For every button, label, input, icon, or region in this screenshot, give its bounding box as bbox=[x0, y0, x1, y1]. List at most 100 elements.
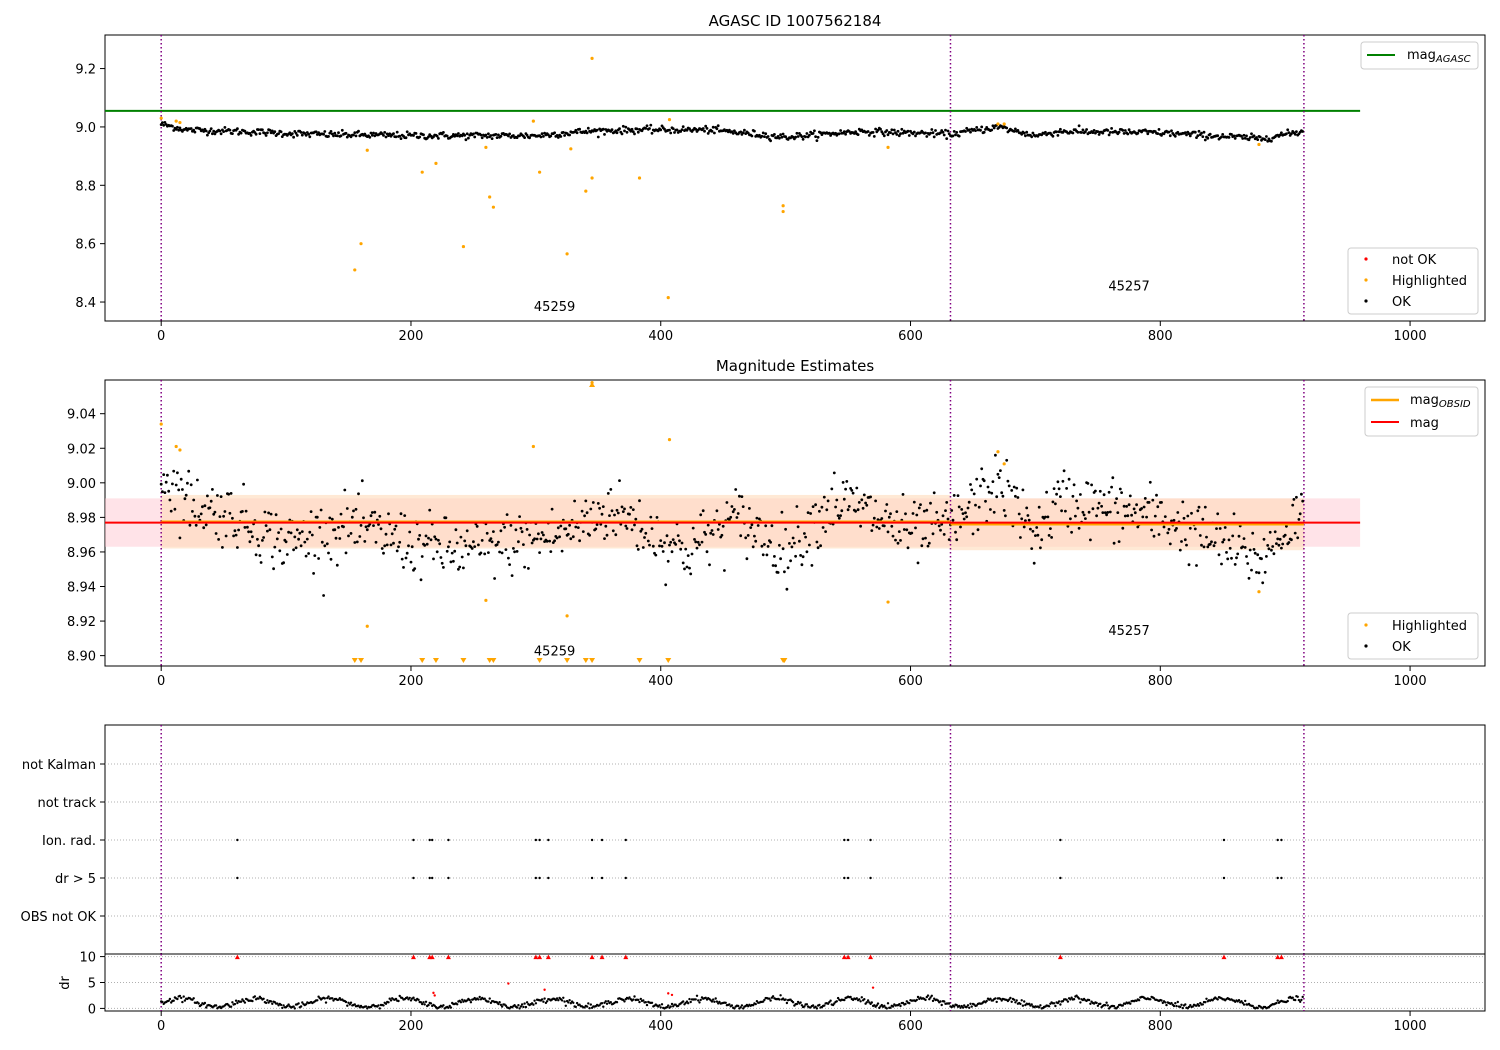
ok-point bbox=[172, 129, 176, 132]
dr-ok-point bbox=[517, 1004, 520, 1007]
ok-point bbox=[1127, 128, 1131, 132]
ok-point bbox=[1201, 517, 1205, 521]
ok-point bbox=[822, 495, 826, 499]
dr-ok-point bbox=[870, 1001, 873, 1004]
dr-ok-point bbox=[1121, 1004, 1125, 1007]
ok-point bbox=[374, 540, 378, 544]
ok-point bbox=[308, 135, 312, 139]
ok-point bbox=[1242, 133, 1246, 137]
ok-point bbox=[693, 538, 696, 541]
ok-point bbox=[890, 128, 894, 132]
ok-point bbox=[618, 479, 621, 482]
ok-point bbox=[1077, 526, 1081, 530]
dr-ok-point bbox=[406, 996, 409, 999]
ok-point bbox=[480, 539, 484, 542]
ok-point bbox=[1071, 494, 1075, 498]
ok-point bbox=[1155, 493, 1158, 497]
ok-point bbox=[1263, 570, 1267, 574]
dr-ok-point bbox=[714, 997, 717, 1000]
ok-point bbox=[840, 509, 844, 513]
y-tick-label: 8.4 bbox=[75, 296, 96, 311]
ok-point bbox=[325, 542, 329, 546]
ok-point bbox=[690, 552, 694, 556]
ok-point bbox=[711, 533, 715, 536]
ok-point bbox=[242, 482, 246, 486]
ok-point bbox=[419, 578, 423, 582]
ok-point bbox=[237, 528, 241, 532]
clipped-low-marker bbox=[460, 658, 467, 663]
dr-ok-point bbox=[323, 997, 326, 1000]
ok-point bbox=[202, 526, 206, 530]
dr-ok-point bbox=[483, 997, 486, 1000]
ok-point bbox=[1101, 511, 1105, 514]
ok-point bbox=[216, 494, 219, 497]
ok-point bbox=[181, 488, 184, 491]
ok-point bbox=[1044, 515, 1047, 519]
ok-point bbox=[819, 544, 822, 548]
dr-ok-point bbox=[898, 1003, 901, 1006]
ok-point bbox=[906, 546, 910, 550]
ok-point bbox=[669, 540, 673, 544]
dr-ok-point bbox=[604, 1000, 607, 1003]
dr-ok-point bbox=[784, 998, 787, 1001]
ok-point bbox=[1123, 514, 1127, 518]
ok-point bbox=[1120, 491, 1123, 494]
dr-not-ok-clipped-marker bbox=[533, 954, 539, 960]
ok-point bbox=[388, 132, 392, 136]
dr-ok-point bbox=[1276, 999, 1279, 1002]
ok-point bbox=[485, 136, 489, 139]
ok-point bbox=[349, 532, 353, 535]
legend-swatch-ok bbox=[1364, 299, 1368, 303]
ok-point bbox=[1221, 540, 1225, 544]
ok-point bbox=[811, 505, 815, 508]
ok-point bbox=[794, 554, 797, 558]
dr-ok-point bbox=[966, 1004, 970, 1007]
ok-point bbox=[399, 512, 403, 516]
clipped-low-marker bbox=[536, 658, 543, 663]
ok-point bbox=[778, 136, 781, 140]
dr-ok-point bbox=[1256, 1006, 1259, 1010]
ok-point bbox=[432, 557, 435, 561]
dr-ok-point bbox=[349, 1001, 353, 1004]
ok-point bbox=[425, 542, 429, 546]
ok-point bbox=[950, 509, 954, 512]
flag-point bbox=[412, 876, 415, 880]
ok-point bbox=[904, 512, 907, 516]
ok-point bbox=[1263, 138, 1267, 142]
dr-ok-point bbox=[524, 1005, 528, 1009]
ok-point bbox=[686, 554, 690, 557]
legend-box bbox=[1347, 612, 1479, 660]
dr-ok-point bbox=[1104, 1004, 1107, 1007]
ok-point bbox=[320, 540, 324, 544]
ok-point bbox=[423, 544, 427, 547]
ok-point bbox=[780, 510, 784, 514]
ok-point bbox=[382, 551, 385, 555]
ok-point bbox=[1108, 131, 1112, 134]
dr-ok-point bbox=[489, 1001, 493, 1005]
ok-point bbox=[816, 546, 820, 550]
ok-point bbox=[1118, 487, 1122, 491]
ok-point bbox=[345, 135, 349, 139]
dr-ok-point bbox=[281, 1006, 284, 1010]
ok-point bbox=[994, 453, 997, 457]
ok-point bbox=[357, 129, 360, 133]
ok-point bbox=[1180, 540, 1183, 543]
ok-point bbox=[464, 138, 468, 142]
ok-point bbox=[900, 127, 904, 131]
ok-point bbox=[769, 540, 772, 544]
ok-point bbox=[944, 128, 947, 132]
ok-point bbox=[760, 544, 764, 548]
ok-point bbox=[837, 132, 841, 136]
dr-not-ok-clipped-marker bbox=[1057, 954, 1063, 960]
legend-swatch-highlighted bbox=[1364, 278, 1368, 282]
y-tick-label: 0 bbox=[88, 1002, 96, 1017]
ok-point bbox=[394, 524, 398, 528]
ok-point bbox=[665, 534, 669, 538]
ok-point bbox=[454, 528, 458, 532]
ok-point bbox=[899, 539, 902, 542]
dr-ok-point bbox=[563, 1000, 566, 1003]
ok-point bbox=[408, 530, 412, 534]
ok-point bbox=[1208, 132, 1212, 136]
ok-point bbox=[915, 513, 919, 517]
ok-point bbox=[569, 537, 573, 541]
